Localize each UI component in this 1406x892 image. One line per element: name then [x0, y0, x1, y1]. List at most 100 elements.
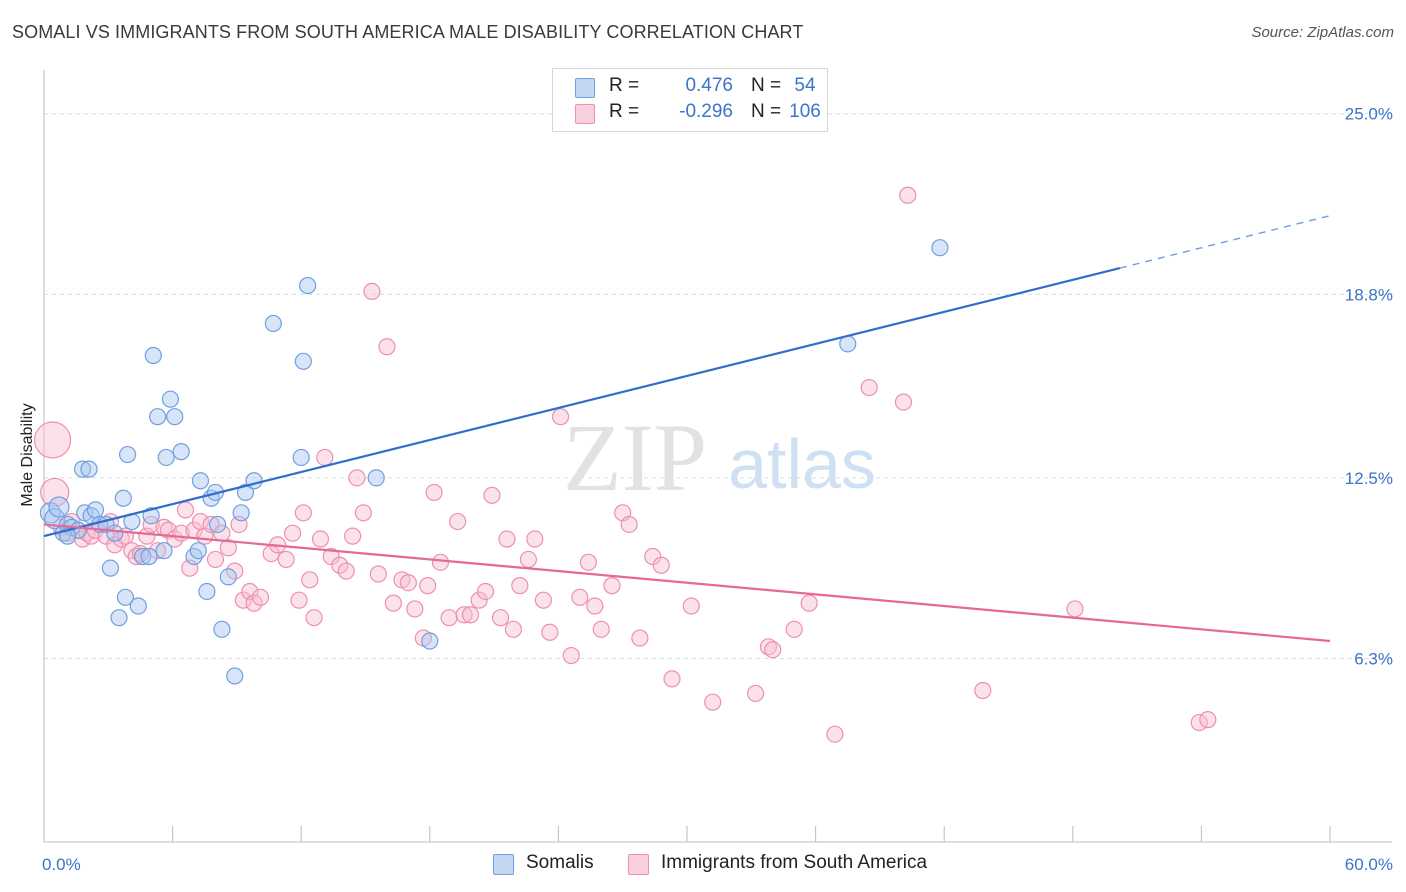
scatter-point [294, 504, 312, 522]
scatter-point [746, 684, 765, 703]
scatter-point [236, 483, 255, 502]
legend-n-label: N = [751, 101, 782, 122]
scatter-point [116, 588, 135, 606]
scatter-point [785, 620, 803, 638]
scatter-point [331, 556, 349, 574]
scatter-point [176, 501, 195, 519]
scatter-point [226, 562, 244, 580]
scatter-point [299, 276, 317, 295]
scatter-point [337, 562, 355, 580]
scatter-point [476, 582, 495, 601]
scatter-point [663, 670, 681, 688]
scatter-point [322, 547, 340, 566]
scatter-point [461, 606, 480, 624]
scatter-point [292, 448, 310, 467]
scatter-point [425, 483, 443, 502]
scatter-point [133, 547, 152, 566]
scatter-point [213, 620, 231, 638]
stats-legend: R = 0.476 N = 54 R = -0.296 N = 106 [552, 68, 828, 132]
source-label: Source: ZipAtlas.com [1251, 24, 1394, 41]
scatter-point [399, 574, 417, 592]
legend-r-value: 0.476 [685, 75, 733, 96]
scatter-point [899, 186, 917, 204]
scatter-point [384, 594, 402, 612]
scatter-point [142, 507, 160, 525]
series-legend-label-somalis: Somalis [526, 852, 594, 873]
series-immigrants-points [33, 186, 1217, 743]
scatter-point [363, 282, 381, 301]
scatter-point [348, 469, 366, 487]
scatter-point [440, 609, 458, 627]
scatter-point [504, 620, 522, 638]
scatter-point [219, 568, 237, 586]
legend-n-label: N = [751, 75, 782, 96]
y-tick-label: 25.0% [1345, 105, 1393, 124]
scatter-point [764, 641, 782, 659]
axes [43, 70, 1392, 843]
scatter-point [277, 550, 295, 569]
scatter-point [704, 693, 722, 711]
x-tick-labels: 0.0% 60.0% [42, 855, 1393, 874]
scatter-point [498, 530, 516, 548]
scatter-point [620, 515, 638, 534]
trend-line-somalis [43, 267, 1121, 538]
scatter-point [534, 591, 552, 609]
y-tick-label: 6.3% [1354, 649, 1393, 668]
scatter-point [290, 591, 308, 609]
scatter-point [1066, 600, 1084, 618]
scatter-point [142, 515, 160, 534]
scatter-point [209, 515, 227, 534]
scatter-point [294, 352, 312, 370]
scatter-point [245, 472, 263, 490]
scatter-point [140, 547, 158, 566]
legend-swatch-somalis [575, 78, 595, 98]
trend-line-immigrants [43, 523, 1331, 643]
scatter-point [431, 553, 450, 571]
series-legend-swatch-somalis [493, 854, 514, 875]
scatter-point [800, 594, 818, 612]
scatter-point [198, 582, 216, 601]
scatter-point [110, 609, 128, 627]
series-legend-swatch-immigrants [628, 854, 649, 875]
scatter-point [579, 553, 598, 571]
scatter-point [191, 472, 210, 490]
scatter-point [251, 588, 270, 606]
scatter-point [344, 527, 362, 545]
legend-r-value: -0.296 [679, 101, 733, 122]
scatter-point [40, 477, 70, 508]
series-legend: Somalis Immigrants from South America [0, 852, 1406, 876]
scatter-point [144, 346, 162, 365]
scatter-point [311, 530, 330, 548]
legend-r-label: R = [609, 101, 640, 122]
scatter-point [166, 408, 184, 426]
scatter-point [860, 378, 878, 397]
scatter-point [652, 556, 670, 574]
scatter-point [161, 390, 180, 408]
scatter-point [562, 646, 580, 665]
scatter-point [354, 504, 372, 522]
scatter-point [155, 542, 173, 560]
scatter-point [316, 448, 334, 467]
scatter-point [234, 591, 252, 609]
scatter-point [118, 445, 137, 464]
scatter-point [592, 620, 610, 638]
x-tick-label-max: 60.0% [1345, 855, 1393, 874]
scatter-point [603, 577, 621, 595]
scatter-point [284, 524, 302, 542]
scatter-point [369, 565, 387, 583]
trend-lines [43, 214, 1331, 643]
scatter-point [483, 486, 501, 504]
trend-line-somalis-extension [1119, 214, 1331, 269]
y-tick-label: 12.5% [1345, 469, 1393, 488]
scatter-point [406, 600, 424, 618]
legend-swatch-immigrants [575, 104, 595, 124]
series-legend-label-immigrants: Immigrants from South America [661, 852, 928, 873]
watermark-zip: ZIP [563, 404, 707, 511]
scatter-point [551, 408, 570, 426]
legend-r-label: R = [609, 75, 640, 96]
watermark: ZIP atlas [563, 404, 876, 511]
scatter-point [491, 609, 510, 627]
scatter-point [189, 542, 207, 560]
chart-title: SOMALI VS IMMIGRANTS FROM SOUTH AMERICA … [12, 22, 804, 42]
